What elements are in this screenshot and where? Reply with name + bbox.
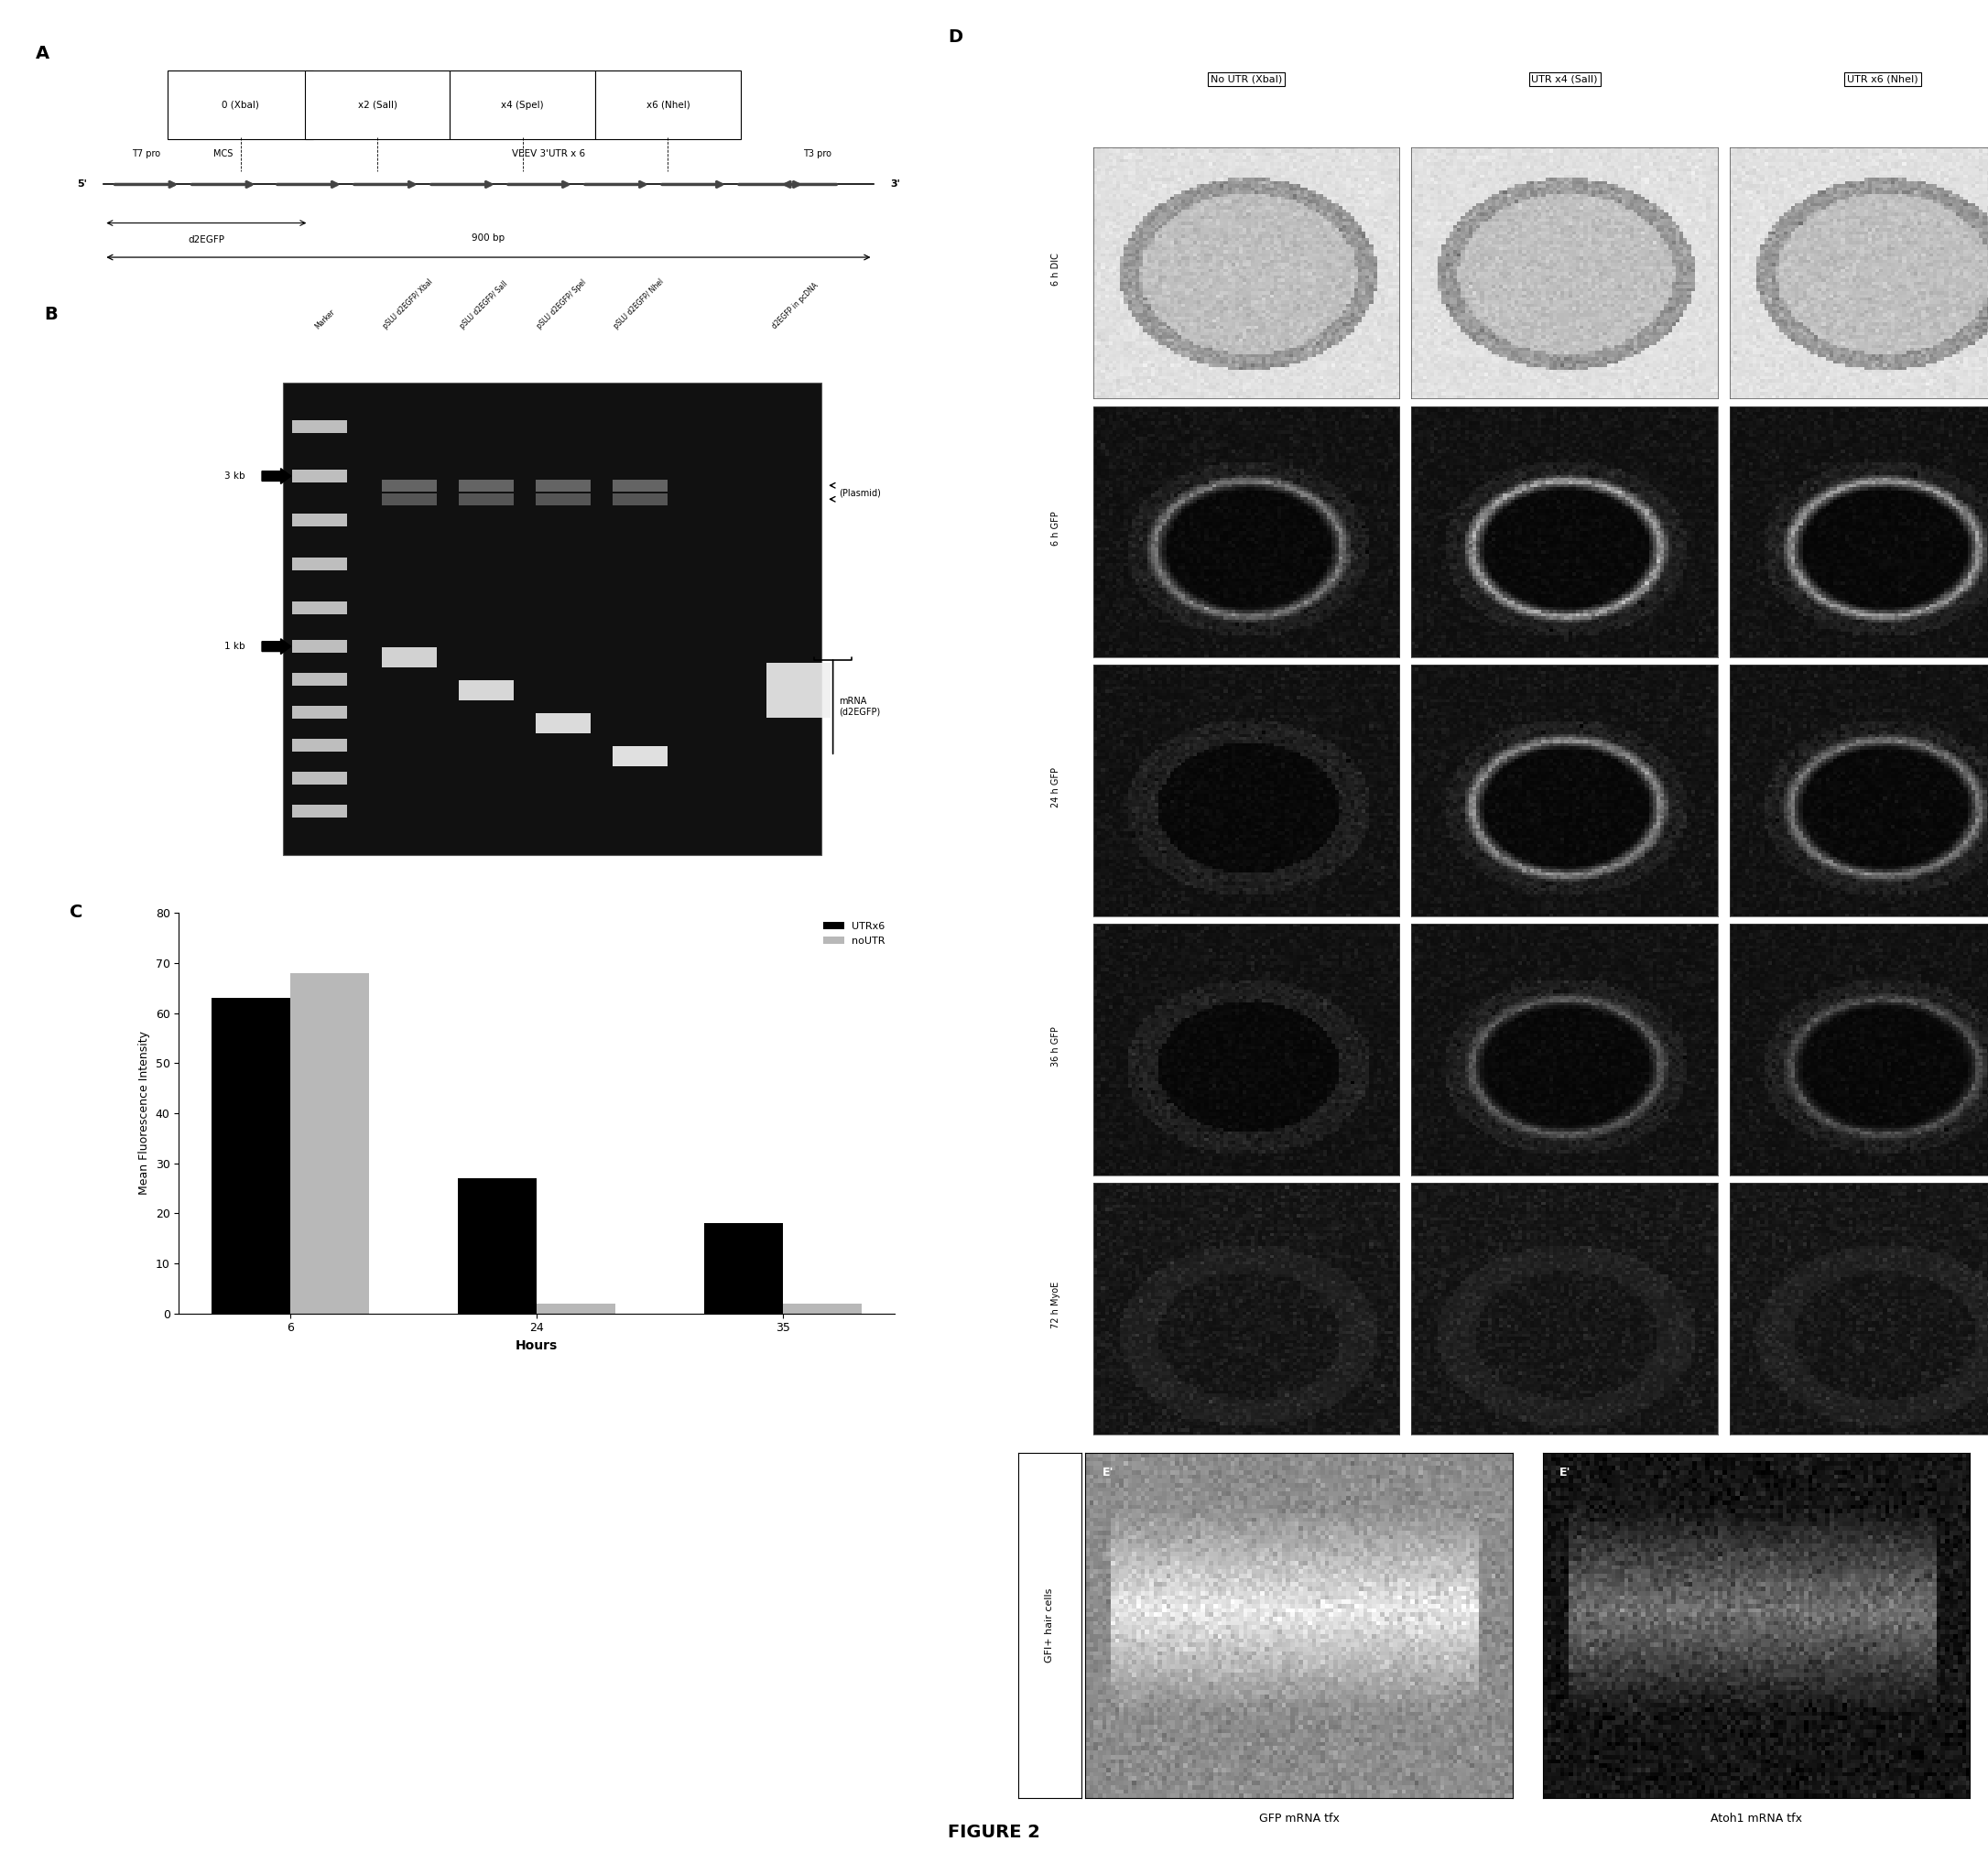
Bar (292, 639, 348, 654)
Bar (457, 1177, 537, 1313)
Bar (284, 382, 821, 855)
Text: GFI+ hair cells: GFI+ hair cells (1046, 1589, 1054, 1662)
Text: d2EGFP: d2EGFP (189, 235, 225, 244)
Bar (292, 771, 348, 784)
Text: x6 (NheI): x6 (NheI) (646, 101, 690, 110)
Text: 3': 3' (891, 181, 901, 188)
Text: pSLU d2EGFP/ NheI: pSLU d2EGFP/ NheI (612, 278, 666, 330)
Bar (765, 663, 831, 717)
Bar (211, 999, 290, 1313)
Bar (612, 479, 668, 492)
Bar (382, 648, 437, 667)
Bar (704, 1224, 783, 1313)
Text: UTR x4 (SalI): UTR x4 (SalI) (1531, 75, 1598, 84)
Bar (290, 972, 370, 1313)
Text: (Plasmid): (Plasmid) (839, 488, 881, 497)
Bar (292, 557, 348, 570)
Text: pSLU d2EGFP/ XbaI: pSLU d2EGFP/ XbaI (382, 278, 435, 330)
Text: VEEV 3'UTR x 6: VEEV 3'UTR x 6 (511, 149, 584, 158)
Text: pSLU d2EGFP/ SalI: pSLU d2EGFP/ SalI (459, 279, 509, 330)
Text: x4 (SpeI): x4 (SpeI) (501, 101, 545, 110)
Bar (535, 714, 590, 734)
Bar (459, 494, 515, 505)
Text: Marker: Marker (314, 307, 336, 330)
Text: 900 bp: 900 bp (471, 233, 505, 242)
Bar (292, 469, 348, 483)
Text: 6 h GFP: 6 h GFP (1052, 510, 1060, 546)
Text: Atoh1 mRNA tfx: Atoh1 mRNA tfx (1710, 1813, 1803, 1824)
Text: x2 (SalI): x2 (SalI) (358, 101, 398, 110)
Text: 0 (XbaI): 0 (XbaI) (223, 101, 258, 110)
Text: B: B (44, 306, 58, 322)
FancyBboxPatch shape (167, 71, 314, 140)
Bar (382, 479, 437, 492)
Legend: UTRx6, noUTR: UTRx6, noUTR (819, 918, 889, 950)
Bar (535, 494, 590, 505)
Text: 72 h MyoE: 72 h MyoE (1052, 1282, 1060, 1328)
Bar (292, 805, 348, 818)
Y-axis label: Mean Fluorescence Intensity: Mean Fluorescence Intensity (139, 1032, 151, 1194)
FancyBboxPatch shape (594, 71, 742, 140)
Text: 5': 5' (78, 181, 87, 188)
Text: No UTR (XbaI): No UTR (XbaI) (1211, 75, 1282, 84)
Text: 6 h DIC: 6 h DIC (1052, 253, 1060, 285)
Text: UTR x6 (NheI): UTR x6 (NheI) (1847, 75, 1918, 84)
Bar (612, 494, 668, 505)
X-axis label: Hours: Hours (515, 1339, 559, 1353)
Text: 1 kb: 1 kb (225, 643, 245, 650)
Text: d2EGFP in pcDNA: d2EGFP in pcDNA (771, 281, 819, 330)
Bar (292, 514, 348, 527)
Text: 24 h GFP: 24 h GFP (1052, 768, 1060, 807)
Bar (459, 479, 515, 492)
Text: T7 pro: T7 pro (133, 149, 161, 158)
Bar (292, 419, 348, 434)
Text: mRNA
(d2EGFP): mRNA (d2EGFP) (839, 697, 881, 717)
FancyBboxPatch shape (449, 71, 594, 140)
FancyArrow shape (262, 639, 290, 654)
Text: E': E' (1561, 1466, 1571, 1479)
FancyArrow shape (262, 468, 290, 484)
Bar (292, 673, 348, 686)
Bar (459, 680, 515, 700)
Text: A: A (36, 45, 50, 63)
Bar (612, 747, 668, 766)
Bar (783, 1304, 863, 1313)
Bar (292, 706, 348, 719)
Bar (535, 479, 590, 492)
Text: GFP mRNA tfx: GFP mRNA tfx (1258, 1813, 1340, 1824)
Text: C: C (70, 904, 83, 920)
Text: D: D (948, 28, 962, 45)
Text: E': E' (1103, 1466, 1113, 1479)
Bar (382, 494, 437, 505)
Text: T3 pro: T3 pro (803, 149, 831, 158)
Bar (292, 602, 348, 615)
Text: FIGURE 2: FIGURE 2 (948, 1824, 1040, 1841)
Text: pSLU d2EGFP/ SpeI: pSLU d2EGFP/ SpeI (535, 278, 588, 330)
Bar (537, 1304, 616, 1313)
Text: 3 kb: 3 kb (225, 471, 245, 481)
Text: MCS: MCS (213, 149, 233, 158)
Text: 36 h GFP: 36 h GFP (1052, 1027, 1060, 1066)
Bar (292, 740, 348, 753)
FancyBboxPatch shape (304, 71, 449, 140)
